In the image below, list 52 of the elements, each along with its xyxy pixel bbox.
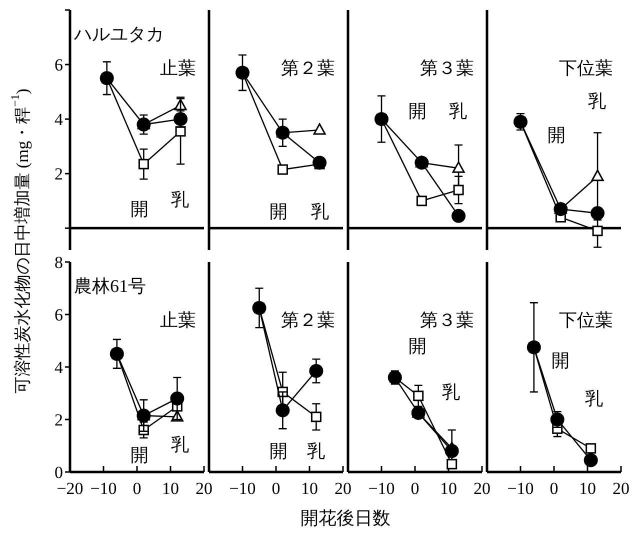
x-tick-label: 0 <box>550 478 558 498</box>
text: 第２葉 <box>281 58 335 78</box>
y-tick-label: 8 <box>54 252 63 272</box>
x-tick-label: 0 <box>272 478 280 498</box>
y-tick-label: 4 <box>54 110 64 129</box>
y-tick-label: 2 <box>54 410 63 429</box>
annotation: 開 <box>408 100 427 121</box>
y-tick-label: 6 <box>54 55 63 74</box>
annotation: 開 <box>552 350 570 371</box>
annotation: 開 <box>130 445 149 466</box>
x-tick-label: −10 <box>507 478 534 498</box>
x-tick-label: 10 <box>301 478 318 498</box>
x-tick-label: 20 <box>612 478 630 498</box>
annotation: 開 <box>130 199 149 220</box>
x-tick-label: −10 <box>229 478 256 498</box>
text: 下位葉 <box>559 58 613 78</box>
annotation: 乳 <box>307 441 326 461</box>
annotation: 開 <box>408 336 427 356</box>
text: 第２葉 <box>281 310 335 330</box>
text: 下位葉 <box>559 310 613 330</box>
annotation: 開 <box>270 441 288 461</box>
y-tick-label: 4 <box>54 358 64 376</box>
x-tick-label: −10 <box>90 478 117 498</box>
annotation: 乳 <box>588 91 606 112</box>
y-tick-label: 2 <box>54 164 63 184</box>
annotation: 乳 <box>311 202 330 222</box>
text: 止葉 <box>160 310 196 330</box>
annotation: 開 <box>548 124 566 145</box>
x-tick-label: −20 <box>56 478 84 498</box>
annotation: 乳 <box>585 388 604 408</box>
x-tick-label: 10 <box>440 478 457 498</box>
text: 第３葉 <box>420 58 474 78</box>
y-tick-label: 0 <box>54 462 63 482</box>
x-tick-label: 0 <box>132 478 142 498</box>
x-tick-label: 20 <box>474 478 490 498</box>
x-axis-title: 開花後日数 <box>300 508 390 528</box>
x-tick-label: 0 <box>410 478 420 498</box>
text: 第３葉 <box>420 310 474 330</box>
annotation: 乳 <box>170 190 189 210</box>
text: 農林61号 <box>74 276 146 296</box>
x-tick-label: 20 <box>196 478 212 498</box>
text: 止葉 <box>160 58 196 78</box>
annotation: 開 <box>270 202 288 222</box>
x-tick-label: 10 <box>162 478 179 498</box>
annotation: 乳 <box>170 434 189 455</box>
y-tick-label: 6 <box>54 305 63 324</box>
x-tick-label: 20 <box>334 478 352 498</box>
text: ハルユタカ <box>73 24 164 44</box>
annotation: 乳 <box>442 382 460 402</box>
annotation: 乳 <box>448 100 467 121</box>
x-tick-label: −10 <box>368 478 395 498</box>
x-tick-label: 10 <box>579 478 596 498</box>
